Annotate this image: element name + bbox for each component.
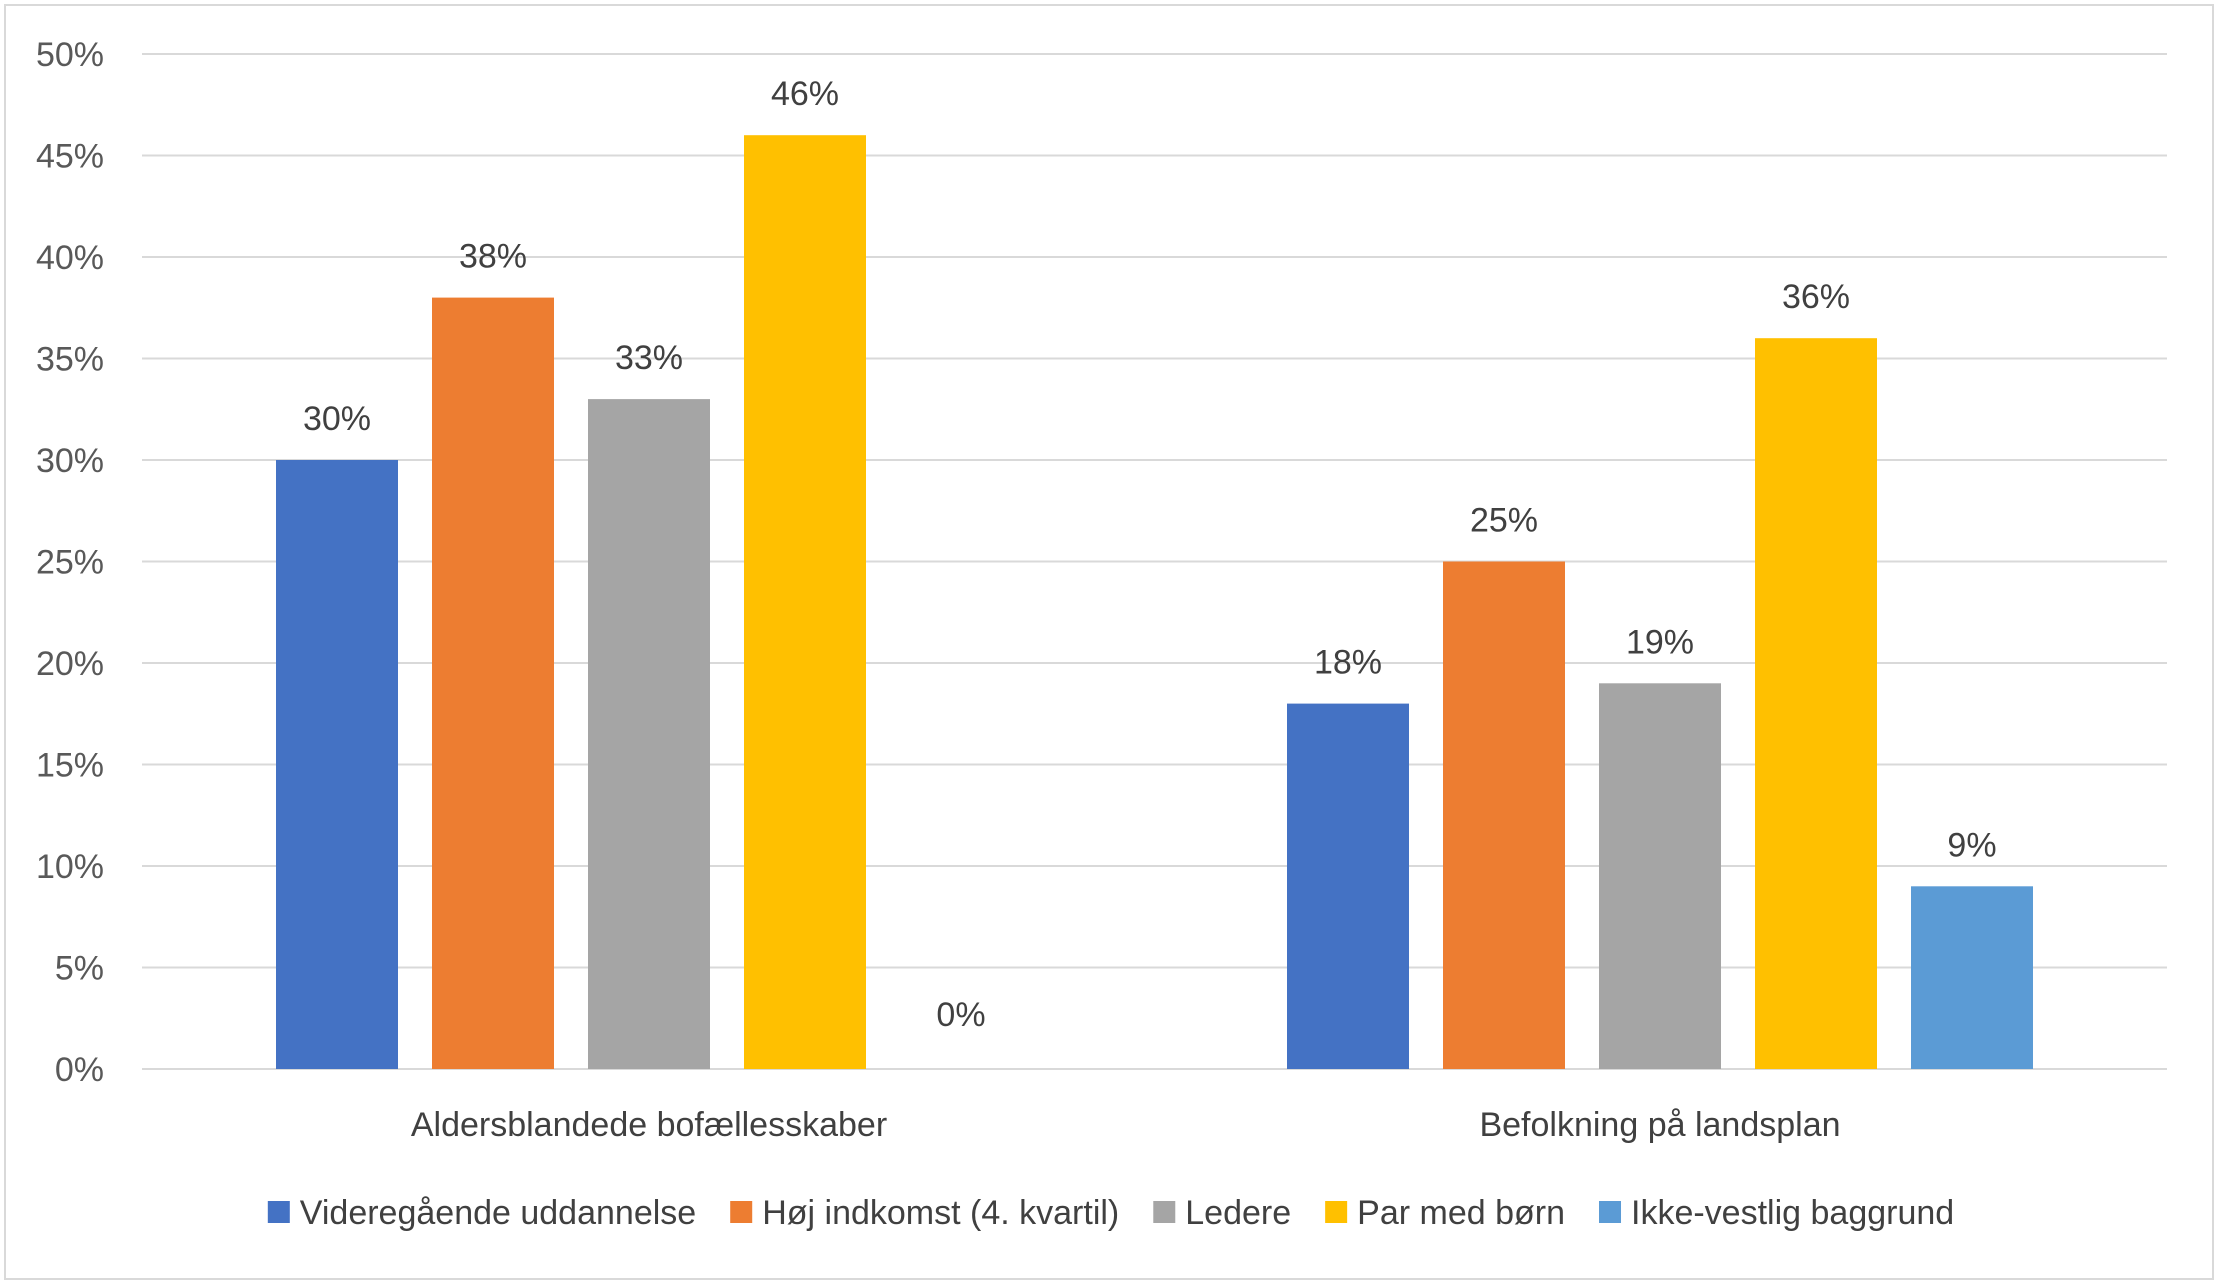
bars	[276, 135, 2033, 1070]
category-label: Befolkning på landsplan	[1479, 1106, 1840, 1144]
y-tick-label: 10%	[36, 848, 104, 886]
legend-label: Videregående uddannelse	[300, 1194, 696, 1232]
y-tick-label: 0%	[55, 1051, 104, 1089]
legend-swatch	[1153, 1201, 1176, 1223]
bar	[588, 399, 710, 1070]
legend-swatch	[1325, 1201, 1348, 1223]
y-tick-label: 15%	[36, 747, 104, 785]
y-tick-label: 20%	[36, 645, 104, 683]
bar	[1287, 703, 1409, 1069]
legend-swatch	[267, 1201, 290, 1223]
data-label: 30%	[303, 400, 371, 438]
bar	[432, 297, 554, 1070]
bar	[276, 460, 398, 1069]
legend-swatch	[1599, 1201, 1622, 1223]
y-tick-label: 30%	[36, 442, 104, 480]
legend-item: Videregående uddannelse	[267, 1194, 696, 1232]
legend-swatch	[730, 1201, 753, 1223]
category-label: Aldersblandede bofællesskaber	[411, 1106, 887, 1144]
data-label: 38%	[459, 238, 527, 276]
bar	[744, 135, 866, 1069]
legend-label: Ikke-vestlig baggrund	[1631, 1194, 1954, 1232]
x-axis-categories: Aldersblandede bofællesskaber Befolkning …	[411, 1106, 1841, 1144]
legend-label: Ledere	[1185, 1194, 1291, 1232]
y-tick-label: 5%	[55, 950, 104, 988]
y-tick-label: 25%	[36, 544, 104, 582]
legend-item: Høj indkomst (4. kvartil)	[730, 1194, 1119, 1232]
data-label: 33%	[615, 339, 683, 377]
legend-item: Ledere	[1153, 1194, 1291, 1232]
bar	[1911, 886, 2033, 1069]
bar	[1599, 683, 1721, 1069]
data-labels: 30% 18% 38% 25% 33% 19% 46% 36% 0% 9%	[303, 75, 1997, 1034]
data-label: 18%	[1314, 644, 1382, 682]
legend: Videregående uddannelse Høj indkomst (4. …	[267, 1194, 1954, 1232]
bar	[1755, 338, 1877, 1069]
data-label: 9%	[1947, 826, 1996, 864]
y-tick-label: 50%	[36, 36, 104, 74]
y-tick-label: 45%	[36, 138, 104, 176]
y-tick-label: 40%	[36, 239, 104, 277]
bar	[1443, 561, 1565, 1069]
legend-label: Par med børn	[1357, 1194, 1565, 1232]
y-axis-ticks: 0% 5% 10% 15% 20% 25% 30% 35% 40% 45% 50%	[36, 36, 104, 1089]
data-label: 46%	[771, 75, 839, 113]
data-label: 19%	[1626, 623, 1694, 661]
data-label: 25%	[1470, 502, 1538, 540]
y-tick-label: 35%	[36, 341, 104, 379]
legend-item: Ikke-vestlig baggrund	[1599, 1194, 1954, 1232]
data-label: 0%	[936, 996, 985, 1034]
data-label: 36%	[1782, 278, 1850, 316]
legend-item: Par med børn	[1325, 1194, 1565, 1232]
legend-label: Høj indkomst (4. kvartil)	[762, 1194, 1119, 1232]
